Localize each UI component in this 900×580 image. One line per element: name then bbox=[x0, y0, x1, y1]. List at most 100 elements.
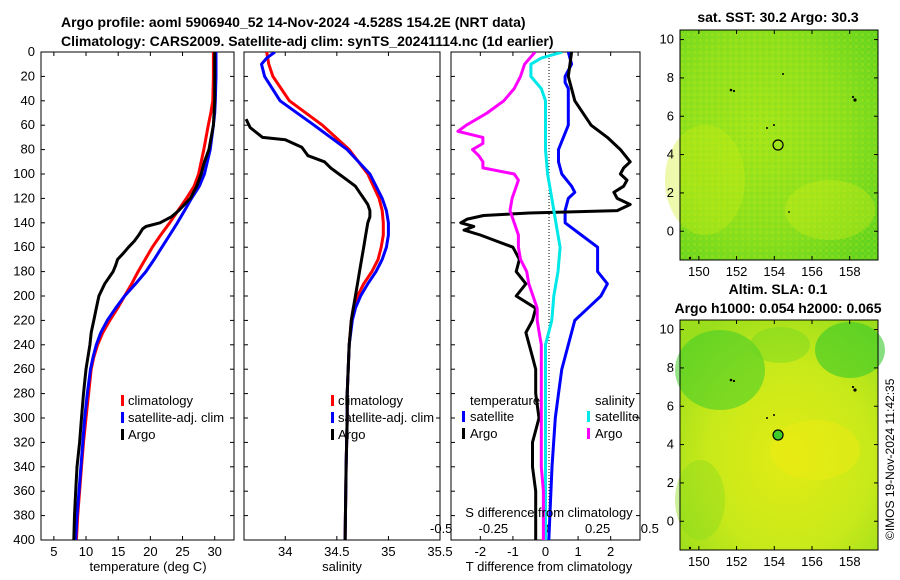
y-tick-label: 6 bbox=[667, 398, 674, 413]
y-tick-label: 2 bbox=[667, 185, 674, 200]
y-tick-label: 240 bbox=[13, 337, 35, 352]
y-tick-label: 220 bbox=[13, 312, 35, 327]
sst-warm-patch bbox=[665, 125, 745, 235]
y-tick-label: 180 bbox=[13, 264, 35, 279]
x-tick-label: 154 bbox=[763, 264, 785, 279]
islands bbox=[688, 378, 857, 550]
difference-panel: -2 -1 0 1 2 -0.5 -0.25 0 0.25 0.5 T difference f… bbox=[430, 51, 659, 574]
legend-swatch-s-argo bbox=[587, 428, 590, 439]
figure-title-line1: Argo profile: aoml 5906940_52 14-Nov-202… bbox=[61, 14, 526, 30]
salinity-x-axis: 34 34.5 35 35.5 bbox=[278, 52, 453, 559]
series-line-argo bbox=[244, 118, 372, 540]
y-tick-label: 60 bbox=[21, 117, 35, 132]
salinity-axes bbox=[243, 51, 441, 541]
y-tick-label: 400 bbox=[13, 532, 35, 547]
salinity-difference-xlabel: S difference from climatology bbox=[465, 505, 633, 520]
legend-title-temperature: temperature bbox=[470, 393, 540, 408]
series-line-salinity-argo bbox=[456, 52, 545, 540]
argo-location-marker bbox=[772, 429, 784, 441]
series-line-climatology bbox=[265, 52, 385, 540]
sla-low-patch bbox=[675, 330, 765, 410]
y-tick-label: 0 bbox=[667, 513, 674, 528]
sla-map-title-line1: Altim. SLA: 0.1 bbox=[729, 281, 828, 297]
x-tick-label: 5 bbox=[50, 544, 57, 559]
sla-map-axes: 150 152 154 156 158 0 2 4 6 8 10 bbox=[660, 320, 878, 569]
x-tick-label: 35 bbox=[381, 544, 395, 559]
difference-x-axis: -2 -1 0 1 2 bbox=[475, 52, 614, 559]
y-tick-label: 0 bbox=[28, 44, 35, 59]
temperature-x-axis: 5 10 15 20 25 30 bbox=[50, 52, 222, 559]
series-line-temperature-argo bbox=[459, 52, 632, 540]
y-tick-label: 80 bbox=[21, 142, 35, 157]
y-tick-label: 10 bbox=[660, 32, 674, 47]
sla-map-title-line2: Argo h1000: 0.054 h2000: 0.065 bbox=[674, 300, 881, 316]
x-tick-label: 150 bbox=[688, 554, 710, 569]
legend-swatch-climatology bbox=[331, 395, 334, 406]
y-tick-label: 360 bbox=[13, 483, 35, 498]
legend-label-satellite: satellite-adj. clim bbox=[338, 410, 434, 425]
islands bbox=[688, 73, 857, 260]
y-tick-label: 8 bbox=[667, 70, 674, 85]
difference-xlabel: T difference from climatology bbox=[466, 559, 633, 574]
series-line-argo bbox=[72, 52, 217, 540]
legend-label-t-argo: Argo bbox=[470, 426, 497, 441]
sla-low-patch bbox=[750, 327, 810, 363]
x-tick-label: 15 bbox=[111, 544, 125, 559]
sst-texture bbox=[680, 30, 878, 260]
argo-location-marker bbox=[772, 139, 784, 151]
x-tick-label: 30 bbox=[207, 544, 221, 559]
x-tick-label: -0.5 bbox=[430, 521, 452, 536]
temperature-legend: climatology satellite-adj. clim Argo bbox=[121, 393, 224, 442]
y-tick-label: 120 bbox=[13, 190, 35, 205]
sst-map-title: sat. SST: 30.2 Argo: 30.3 bbox=[697, 9, 859, 25]
y-tick-label: 4 bbox=[667, 437, 674, 452]
series-line-salinity-satellite bbox=[529, 52, 563, 540]
sla-low-patch bbox=[675, 460, 725, 540]
y-tick-label: 2 bbox=[667, 475, 674, 490]
x-tick-label: 2 bbox=[607, 544, 614, 559]
legend-label-argo: Argo bbox=[128, 427, 155, 442]
legend-swatch-satellite bbox=[121, 412, 124, 423]
salinity-difference-axis: -0.5 -0.25 0 0.25 0.5 bbox=[430, 521, 659, 536]
x-tick-label: 20 bbox=[143, 544, 157, 559]
series-line-satellite-adj-clim bbox=[74, 52, 218, 540]
legend-swatch-t-argo bbox=[462, 428, 465, 439]
x-tick-label: 10 bbox=[79, 544, 93, 559]
legend-swatch-s-satellite bbox=[587, 411, 590, 422]
x-tick-label: 152 bbox=[726, 554, 748, 569]
y-tick-label: 40 bbox=[21, 93, 35, 108]
sst-map-frame bbox=[679, 29, 879, 261]
x-tick-label: -1 bbox=[507, 544, 519, 559]
y-tick-label: 380 bbox=[13, 508, 35, 523]
temperature-xlabel: temperature (deg C) bbox=[89, 559, 206, 574]
x-tick-label: -0.25 bbox=[479, 521, 509, 536]
figure-title-line2: Climatology: CARS2009. Satellite-adj cli… bbox=[61, 33, 554, 49]
x-tick-label: 0.5 bbox=[641, 521, 659, 536]
y-tick-label: 6 bbox=[667, 108, 674, 123]
x-tick-label: 0 bbox=[542, 544, 549, 559]
x-tick-label: 156 bbox=[801, 264, 823, 279]
legend-swatch-argo bbox=[121, 429, 124, 440]
sla-map-frame bbox=[679, 319, 879, 551]
y-tick-label: 340 bbox=[13, 459, 35, 474]
y-tick-label: 200 bbox=[13, 288, 35, 303]
x-tick-label: -2 bbox=[475, 544, 487, 559]
temperature-axes bbox=[40, 51, 235, 541]
series-line-temperature-satellite bbox=[547, 52, 609, 540]
x-tick-label: 35.5 bbox=[427, 544, 452, 559]
x-tick-label: 1 bbox=[574, 544, 581, 559]
x-tick-label: 34 bbox=[278, 544, 292, 559]
y-tick-label: 280 bbox=[13, 386, 35, 401]
y-tick-label: 8 bbox=[667, 360, 674, 375]
sst-warm-patch bbox=[785, 180, 875, 240]
salinity-legend: climatology satellite-adj. clim Argo bbox=[331, 393, 434, 442]
y-tick-label: 300 bbox=[13, 410, 35, 425]
depth-axis: 0 20 40 60 80 100 120 140 160 180 200 220 240 260 280 3… bbox=[13, 44, 640, 547]
x-tick-label: 0.25 bbox=[585, 521, 610, 536]
x-tick-label: 158 bbox=[839, 554, 861, 569]
legend-swatch-climatology bbox=[121, 395, 124, 406]
x-tick-label: 25 bbox=[175, 544, 189, 559]
sst-map-panel: sat. SST: 30.2 Argo: 30.3 150 152 154 156 15… bbox=[660, 9, 879, 279]
legend-label-climatology: climatology bbox=[128, 393, 194, 408]
x-tick-label: 34.5 bbox=[324, 544, 349, 559]
